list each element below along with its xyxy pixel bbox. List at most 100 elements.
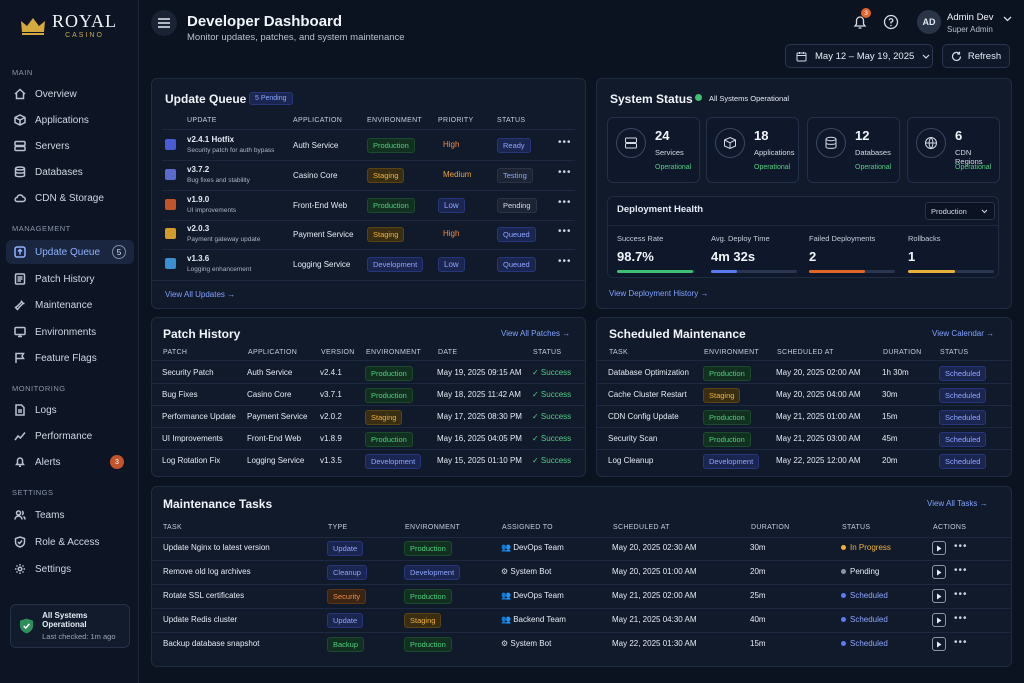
row-divider <box>151 449 586 450</box>
sidebar-item-settings[interactable]: Settings <box>6 557 134 581</box>
bot-icon: ⚙ <box>501 639 511 648</box>
bell-icon[interactable] <box>852 14 868 30</box>
play-button[interactable] <box>932 637 946 651</box>
status-badge: Scheduled <box>939 388 987 403</box>
sidebar-item-logs[interactable]: Logs <box>6 398 134 422</box>
team-icon: 👥 <box>501 615 514 624</box>
help-icon[interactable] <box>883 14 899 30</box>
sidebar-item-patch-history[interactable]: Patch History <box>6 267 134 291</box>
more-options-icon[interactable]: ••• <box>558 167 572 178</box>
chevron-down-icon[interactable] <box>1003 16 1012 22</box>
more-options-icon[interactable]: ••• <box>954 589 968 600</box>
sidebar-item-cdn-storage[interactable]: CDN & Storage <box>6 186 134 210</box>
section-monitoring: MONITORING <box>12 384 66 393</box>
duration: 45m <box>882 434 898 443</box>
database-icon <box>14 166 26 178</box>
more-options-icon[interactable]: ••• <box>954 565 968 576</box>
sidebar-item-databases[interactable]: Databases <box>6 160 134 184</box>
status-dot <box>695 94 702 101</box>
status-label: Scheduled <box>850 639 888 648</box>
database-icon <box>816 128 846 158</box>
avatar[interactable]: AD <box>917 10 941 34</box>
play-button[interactable] <box>932 589 946 603</box>
refresh-button[interactable]: Refresh <box>942 44 1010 68</box>
view-all-patches-link[interactable]: View All Patches → <box>501 329 571 338</box>
sidebar-item-applications[interactable]: Applications <box>6 108 134 132</box>
deploy-env-select[interactable]: Production <box>925 202 995 220</box>
more-options-icon[interactable]: ••• <box>558 256 572 267</box>
status-badge: Testing <box>497 168 533 183</box>
priority-label: Low <box>438 257 465 272</box>
patch-name: Bug Fixes <box>162 390 198 399</box>
maintenance-tasks-title: Maintenance Tasks <box>163 497 273 511</box>
metric-bar <box>617 270 695 273</box>
date-range-picker[interactable]: May 12 – May 19, 2025 <box>785 44 933 68</box>
duration: 15m <box>750 639 766 648</box>
status-label: In Progress <box>850 543 891 552</box>
metric-bar <box>711 270 797 273</box>
metric-value: 2 <box>809 249 817 264</box>
globe-icon <box>916 128 946 158</box>
patch-app: Front-End Web <box>247 434 302 443</box>
view-all-updates-link[interactable]: View All Updates → <box>165 290 236 299</box>
more-options-icon[interactable]: ••• <box>558 197 572 208</box>
sidebar-item-alerts[interactable]: Alerts 3 <box>6 450 134 474</box>
more-options-icon[interactable]: ••• <box>954 613 968 624</box>
server-icon <box>616 128 646 158</box>
status-dot <box>841 617 846 622</box>
sidebar-item-feature-flags[interactable]: Feature Flags <box>6 346 134 370</box>
play-button[interactable] <box>932 613 946 627</box>
sidebar-item-performance[interactable]: Performance <box>6 424 134 448</box>
col-type: TYPE <box>328 524 348 531</box>
col-update: UPDATE <box>187 117 217 124</box>
play-button[interactable] <box>932 541 946 555</box>
priority-label: High <box>443 229 460 238</box>
stat-number: 24 <box>655 128 670 143</box>
patch-history-title: Patch History <box>163 327 241 341</box>
more-options-icon[interactable]: ••• <box>558 137 572 148</box>
menu-button[interactable] <box>151 10 177 36</box>
metric-value: 4m 32s <box>711 249 756 264</box>
sysbox-title: All Systems Operational <box>42 611 88 629</box>
env-badge: Production <box>365 366 413 381</box>
server-icon <box>14 140 26 152</box>
env-badge: Production <box>365 388 413 403</box>
view-calendar-link[interactable]: View Calendar → <box>932 329 995 338</box>
col-duration: DURATION <box>751 524 790 531</box>
sidebar-item-maintenance[interactable]: Maintenance <box>6 293 134 317</box>
stat-number: 12 <box>855 128 870 143</box>
env-badge: Staging <box>404 613 442 628</box>
patch-version: v2.4.1 <box>320 368 342 377</box>
patch-app: Casino Core <box>247 390 292 399</box>
sidebar-item-overview[interactable]: Overview <box>6 82 134 106</box>
sidebar-item-role-access[interactable]: Role & Access <box>6 530 134 554</box>
sidebar-item-update-queue[interactable]: Update Queue 5 <box>6 240 134 264</box>
env-badge: Development <box>703 454 760 469</box>
task-status: In Progress <box>841 543 891 552</box>
patch-date: May 18, 2025 11:42 AM <box>437 390 521 399</box>
calendar-icon <box>796 51 807 61</box>
patch-version: v3.7.1 <box>320 390 342 399</box>
patch-date: May 15, 2025 01:10 PM <box>437 456 522 465</box>
maintenance-task: Cache Cluster Restart <box>608 390 687 399</box>
sidebar-item-servers[interactable]: Servers <box>6 134 134 158</box>
more-options-icon[interactable]: ••• <box>558 226 572 237</box>
patch-name: UI Improvements <box>162 434 223 443</box>
more-options-icon[interactable]: ••• <box>954 637 968 648</box>
update-queue-card: Update Queue 5 Pending UPDATE APPLICATIO… <box>151 78 586 309</box>
patch-name: Log Rotation Fix <box>162 456 221 465</box>
brand-logo[interactable]: ROYAL CASINO <box>20 12 117 39</box>
status-badge: Scheduled <box>939 410 987 425</box>
view-all-tasks-link[interactable]: View All Tasks → <box>927 499 988 508</box>
sidebar-item-environments[interactable]: Environments <box>6 320 134 344</box>
play-button[interactable] <box>932 565 946 579</box>
status-dot <box>841 545 846 550</box>
sidebar-item-teams[interactable]: Teams <box>6 503 134 527</box>
update-desc: Security patch for auth bypass <box>187 147 275 154</box>
view-deployment-history-link[interactable]: View Deployment History → <box>609 289 709 298</box>
more-options-icon[interactable]: ••• <box>954 541 968 552</box>
metric-label: Rollbacks <box>908 234 941 243</box>
update-desc: Logging enhancement <box>187 266 252 273</box>
scheduled-at: May 20, 2025 01:00 AM <box>612 567 697 576</box>
app-icon <box>165 169 176 180</box>
